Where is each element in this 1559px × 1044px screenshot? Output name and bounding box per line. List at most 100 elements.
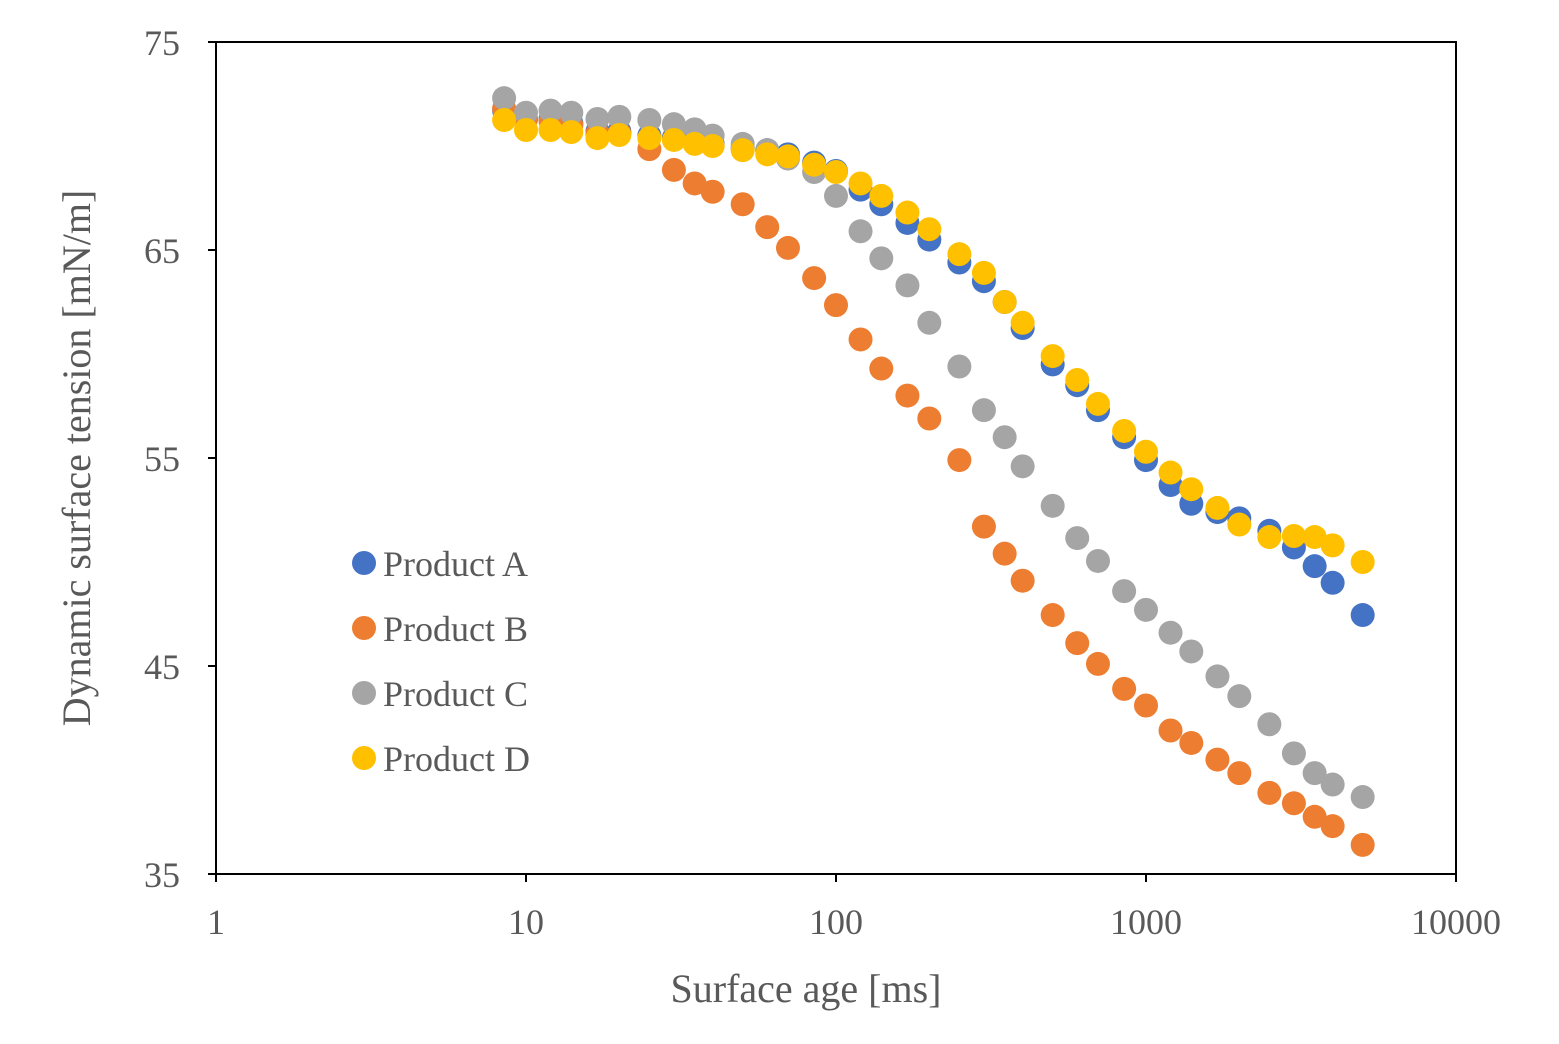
data-point [992, 425, 1017, 450]
x-tick-label: 10000 [1411, 902, 1501, 942]
legend-label: Product C [383, 674, 528, 714]
data-point [869, 356, 894, 381]
data-point [971, 398, 996, 423]
data-point [700, 134, 725, 158]
data-point [1302, 554, 1327, 579]
data-point [869, 183, 894, 208]
data-point [848, 219, 873, 244]
data-point [755, 142, 780, 167]
x-tick-label: 1000 [1110, 902, 1182, 942]
data-point [971, 260, 996, 285]
data-point [1350, 832, 1375, 857]
data-point [992, 541, 1017, 566]
data-point [1158, 718, 1183, 743]
data-point [682, 171, 707, 196]
data-point [775, 144, 800, 169]
data-point [492, 86, 517, 111]
data-point [1205, 495, 1230, 520]
data-point [1134, 439, 1158, 464]
legend-marker [352, 616, 376, 640]
legend-item: Product B [352, 609, 528, 649]
data-point [1040, 603, 1065, 628]
legend-item: Product D [352, 739, 530, 779]
data-point [1302, 525, 1327, 550]
data-point [1065, 631, 1090, 656]
data-point [585, 126, 610, 151]
data-point [1320, 570, 1345, 595]
data-point [637, 126, 662, 151]
data-point [895, 383, 920, 408]
data-point [538, 117, 563, 142]
data-point [559, 100, 584, 125]
series-product-d [492, 108, 1375, 574]
legend-item: Product C [352, 674, 528, 714]
data-point [917, 217, 942, 242]
data-point [538, 98, 563, 123]
data-point [971, 514, 996, 539]
legend-item: Product A [352, 544, 528, 584]
data-point [661, 127, 686, 152]
series-product-c [492, 86, 1375, 810]
y-axis-label: Dynamic surface tension [mN/m] [54, 190, 99, 727]
data-point [607, 122, 632, 147]
data-point [1010, 568, 1035, 593]
data-point [947, 354, 972, 379]
legend-marker [352, 681, 376, 705]
data-point [1065, 526, 1090, 551]
data-point [1179, 477, 1204, 502]
data-point [1134, 597, 1158, 622]
legend-marker [352, 551, 376, 575]
data-point [730, 138, 755, 163]
y-tick-label: 55 [144, 439, 180, 479]
data-point [637, 108, 662, 132]
data-point [1257, 712, 1282, 737]
data-point [1040, 344, 1065, 369]
y-tick-label: 75 [144, 23, 180, 63]
data-point [1010, 310, 1035, 335]
data-point [661, 157, 686, 182]
data-point [1257, 780, 1282, 805]
data-point [895, 200, 920, 225]
legend-marker [352, 746, 376, 770]
data-point [1158, 460, 1183, 485]
data-point [682, 131, 707, 156]
data-point [824, 183, 848, 208]
y-tick-label: 35 [144, 855, 180, 895]
data-point [848, 327, 873, 352]
data-point [700, 179, 725, 204]
data-point [848, 171, 873, 196]
data-point [514, 117, 538, 142]
legend-label: Product B [383, 609, 528, 649]
data-point [559, 120, 584, 145]
data-point [514, 100, 538, 125]
y-tick-label: 45 [144, 647, 180, 687]
data-point [1085, 548, 1110, 573]
data-point [917, 310, 942, 335]
data-point [802, 266, 827, 291]
data-point [607, 104, 632, 129]
data-point [1205, 747, 1230, 772]
data-point [1179, 639, 1204, 664]
data-point [1281, 524, 1306, 548]
legend-label: Product A [383, 544, 528, 584]
data-point [1205, 664, 1230, 689]
y-tick-label: 65 [144, 231, 180, 271]
data-point [1227, 761, 1252, 786]
data-point [947, 448, 972, 473]
data-point [1350, 550, 1375, 574]
data-point [1010, 454, 1035, 479]
data-point [1302, 761, 1327, 786]
data-point [869, 246, 894, 271]
data-point [1320, 814, 1345, 839]
data-point [1350, 603, 1375, 628]
data-point [1350, 785, 1375, 810]
data-point [1112, 676, 1137, 701]
data-point [1257, 525, 1282, 550]
data-point [1112, 579, 1137, 604]
data-point [917, 406, 942, 431]
data-point [1085, 651, 1110, 676]
data-point [1085, 391, 1110, 416]
data-point [895, 273, 920, 298]
data-point [824, 293, 848, 318]
